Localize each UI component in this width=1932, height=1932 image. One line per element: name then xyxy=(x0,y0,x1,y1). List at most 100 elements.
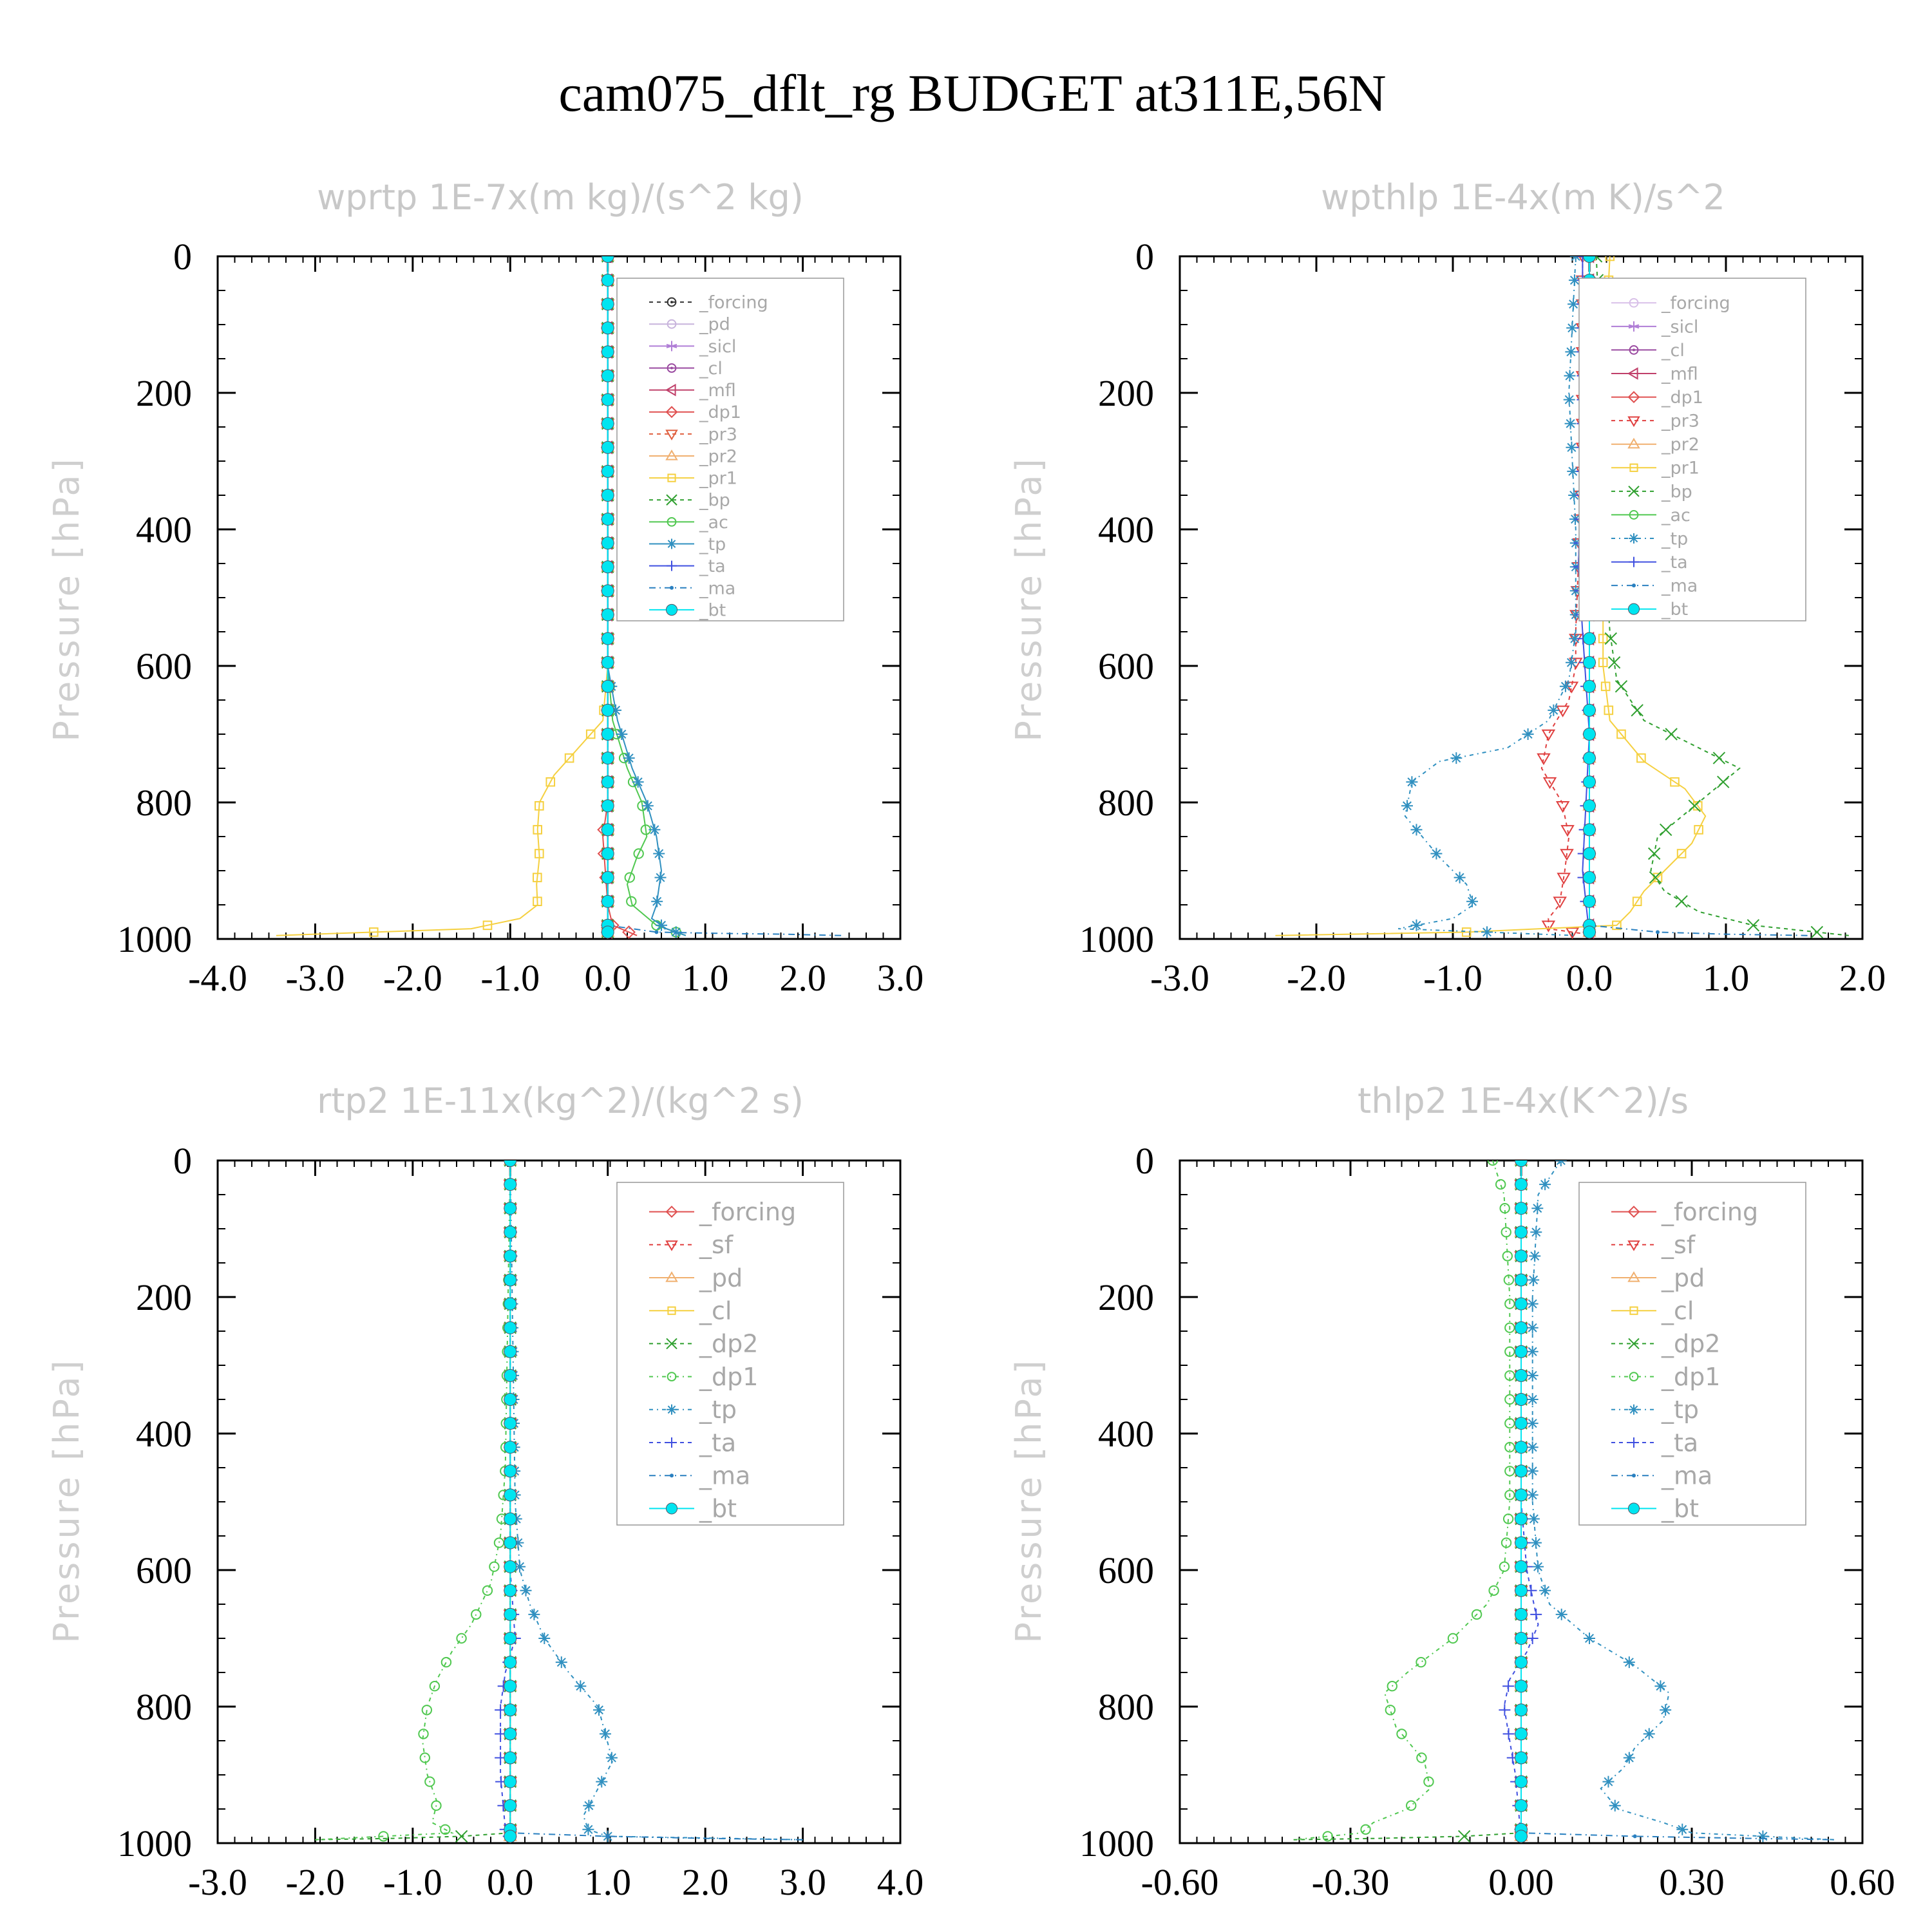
legend-label: _ma xyxy=(699,578,735,598)
legend-item: _pr1 xyxy=(649,469,737,489)
x-tick-label: 0.60 xyxy=(1830,1861,1895,1903)
panel-title: wpthlp 1E-4x(m K)/s^2 xyxy=(1321,177,1725,218)
data-point xyxy=(504,1584,517,1597)
data-point xyxy=(504,1249,517,1263)
legend-label: _tp xyxy=(699,1396,737,1424)
legend-label: _ma xyxy=(1661,1462,1712,1490)
legend-label: _ma xyxy=(699,1462,750,1490)
legend-marker xyxy=(1628,486,1640,497)
data-point xyxy=(1447,1633,1459,1644)
y-tick-label: 400 xyxy=(1098,509,1154,551)
data-point xyxy=(605,1834,610,1839)
legend-item: _tp xyxy=(649,535,726,554)
data-point xyxy=(601,274,614,287)
data-point xyxy=(582,1823,594,1835)
legend-label: _ta xyxy=(699,1428,736,1457)
data-point xyxy=(1387,1681,1397,1692)
data-point xyxy=(1457,1830,1471,1843)
data-point xyxy=(431,1800,442,1811)
legend-label: _pd xyxy=(699,315,730,335)
legend: _forcing _sf _pd _cl _dp2 _dp1 _tp _ta _ma _bt xyxy=(616,1182,844,1526)
x-tick-label: 2.0 xyxy=(682,1861,729,1903)
data-point xyxy=(504,1226,517,1239)
legend-label: _dp1 xyxy=(1661,388,1703,408)
data-point xyxy=(455,1830,468,1843)
legend-marker xyxy=(667,1404,677,1415)
x-tick-label: 2.0 xyxy=(779,957,826,999)
legend-item: _bt xyxy=(649,1495,737,1523)
legend: _forcing _sf _pd _cl _dp2 _dp1 _tp _ta _ma _bt xyxy=(1578,1182,1806,1526)
data-point xyxy=(1515,1417,1528,1430)
data-point xyxy=(1612,920,1622,931)
data-point xyxy=(1670,777,1680,787)
legend-marker xyxy=(667,517,677,527)
legend-item: _bt xyxy=(1611,600,1688,620)
data-point xyxy=(1616,729,1626,739)
legend-item: _tp xyxy=(1611,529,1688,549)
data-point xyxy=(1501,1227,1511,1238)
data-point xyxy=(1515,1488,1528,1502)
data-point xyxy=(1515,1249,1528,1263)
data-point xyxy=(601,703,614,717)
data-point xyxy=(419,1752,430,1763)
data-point xyxy=(424,1776,435,1787)
data-point xyxy=(1623,1752,1635,1764)
legend-label: _ta xyxy=(699,556,726,576)
series-line xyxy=(315,1160,511,1841)
legend-label: _tp xyxy=(1661,1396,1699,1424)
data-point xyxy=(1406,1800,1417,1811)
legend-label: _mfl xyxy=(1661,364,1698,384)
data-point xyxy=(1600,681,1611,692)
panel-title: wprtp 1E-7x(m kg)/(s^2 kg) xyxy=(317,177,804,218)
data-point xyxy=(504,1799,517,1812)
series-bt xyxy=(504,1160,517,1843)
data-point xyxy=(528,1608,540,1620)
data-point xyxy=(418,1728,429,1739)
data-point xyxy=(1632,896,1642,907)
series-line xyxy=(1293,1160,1522,1841)
x-tick-label: -2.0 xyxy=(1287,957,1346,999)
legend-item: _ma xyxy=(649,1462,750,1490)
x-tick-label: 0.00 xyxy=(1488,1861,1554,1903)
y-tick-label: 1000 xyxy=(1079,918,1154,960)
data-point xyxy=(1583,632,1596,645)
panel-title: rtp2 1E-11x(kg^2)/(kg^2 s) xyxy=(317,1081,804,1121)
data-point xyxy=(1515,1321,1528,1334)
data-point xyxy=(1604,705,1614,715)
data-point xyxy=(471,1609,482,1620)
data-point xyxy=(1623,1656,1635,1669)
data-point xyxy=(601,440,614,454)
data-point xyxy=(456,1633,467,1644)
x-tick-label: -0.30 xyxy=(1312,1861,1390,1903)
data-point xyxy=(533,896,542,907)
legend-label: _pr1 xyxy=(1661,459,1700,478)
legend-marker xyxy=(665,603,678,616)
series-line xyxy=(509,1160,803,1841)
data-point xyxy=(1515,1830,1528,1843)
data-point xyxy=(1526,1465,1539,1477)
data-point xyxy=(1605,256,1615,261)
legend-label: _dp2 xyxy=(1661,1330,1720,1358)
legend-label: _pr3 xyxy=(699,424,737,444)
data-point xyxy=(1563,393,1575,406)
legend-label: _bt xyxy=(699,1495,737,1523)
data-point xyxy=(504,1830,517,1843)
legend-item: _sicl xyxy=(1611,317,1698,337)
panel-rtp2: rtp2 1E-11x(kg^2)/(kg^2 s) Pressure [hPa… xyxy=(46,1081,923,1903)
data-point xyxy=(1487,1160,1499,1166)
data-point xyxy=(1499,1704,1511,1716)
legend-marker xyxy=(1627,391,1640,403)
legend-label: _ta xyxy=(1661,553,1688,573)
legend-marker xyxy=(1629,510,1639,520)
data-point xyxy=(504,1512,517,1526)
legend-box xyxy=(616,278,844,621)
data-point xyxy=(624,872,635,883)
data-point xyxy=(1615,680,1628,693)
y-axis-label: Pressure [hPa] xyxy=(46,456,87,741)
legend-item: _ta xyxy=(649,556,726,576)
data-point xyxy=(1528,1513,1540,1525)
data-point xyxy=(1583,679,1596,693)
data-point xyxy=(1515,1584,1528,1597)
data-point xyxy=(1502,1251,1513,1262)
data-point xyxy=(368,927,379,937)
